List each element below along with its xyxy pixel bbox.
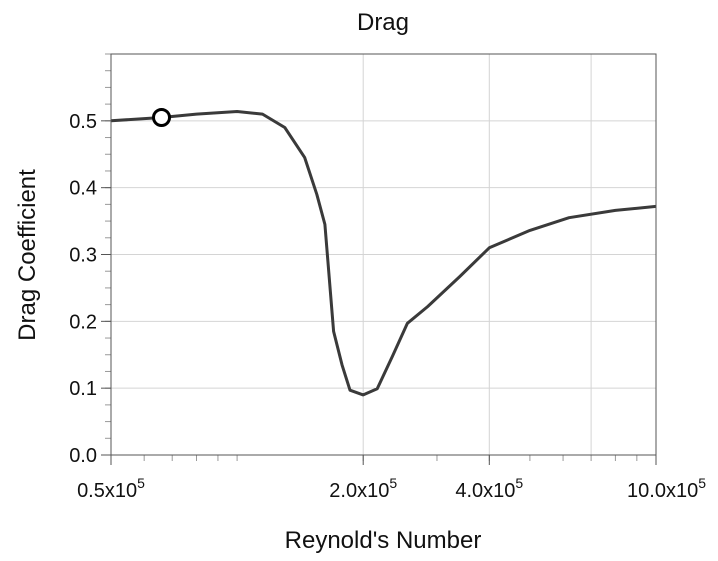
series-layer [110,107,657,397]
y-tick-label: 0.2 [69,311,97,333]
y-tick-label: 0.3 [69,245,97,267]
y-tick-label: 0.0 [69,445,97,467]
x-tick-label: 4.0x105 [455,475,523,502]
chart-title: Drag [357,9,409,36]
x-tick-label: 2.0x105 [329,475,397,502]
x-tick-label: 10.0x105 [627,475,706,502]
x-tick-label: 0.5x105 [77,475,145,502]
y-tick-label: 0.5 [69,111,97,133]
grid-lines [111,54,656,456]
y-tick-labels: 0.0 0.1 0.2 0.3 0.4 0.5 [69,111,111,467]
y-axis-label: Drag Coefficient [14,169,41,341]
x-tick-labels: 0.5x105 2.0x105 4.0x105 10.0x105 [77,455,706,502]
y-tick-label: 0.1 [69,378,97,400]
drag-curve [110,110,657,397]
x-axis-label: Reynold's Number [285,527,482,554]
highlight-marker [152,107,172,127]
y-tick-label: 0.4 [69,178,97,200]
